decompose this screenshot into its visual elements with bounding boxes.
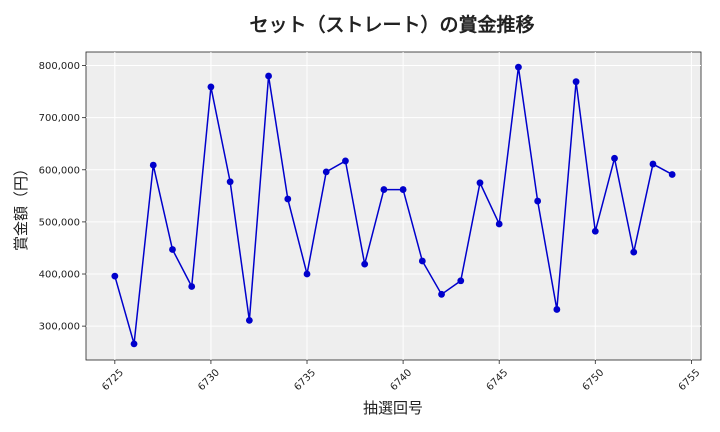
data-point	[265, 72, 272, 80]
data-point	[303, 270, 311, 278]
y-axis-label: 賞金額（円）	[12, 161, 30, 251]
data-point	[438, 290, 445, 298]
data-point	[130, 340, 138, 348]
data-point	[149, 161, 157, 169]
x-axis-ticks: 6725 6730 6735 6740 6745 6750 6755	[100, 360, 703, 393]
data-point	[611, 154, 618, 162]
y-tick-label: 600,000	[39, 165, 80, 176]
chart-title: セット（ストレート）の賞金推移	[249, 13, 534, 36]
data-point	[188, 283, 196, 290]
x-tick-label: 6730	[196, 367, 222, 393]
data-point	[284, 195, 292, 203]
y-tick-label: 300,000	[39, 322, 80, 333]
data-point	[630, 248, 638, 256]
plot-area	[85, 51, 702, 361]
y-tick-label: 500,000	[39, 217, 80, 228]
x-tick-label: 6740	[388, 367, 414, 393]
data-point	[342, 157, 349, 165]
data-point	[169, 246, 176, 253]
data-point	[207, 83, 215, 91]
y-axis-ticks: 300,000 400,000 500,000 600,000 700,000 800,0…	[39, 61, 86, 333]
data-point	[418, 257, 426, 265]
grid-lines	[86, 52, 701, 360]
y-tick-label: 700,000	[39, 113, 80, 124]
x-tick-label: 6745	[485, 367, 511, 393]
data-point	[226, 178, 234, 186]
data-point	[572, 78, 580, 86]
series-line	[114, 67, 673, 345]
y-tick-label: 400,000	[39, 270, 80, 281]
data-point	[361, 260, 369, 268]
series-group	[111, 63, 676, 348]
data-point	[495, 220, 503, 228]
data-point	[553, 306, 561, 313]
data-point	[322, 168, 330, 176]
data-point	[591, 227, 599, 235]
data-point	[476, 179, 484, 187]
data-point	[111, 272, 119, 280]
x-tick-label: 6755	[677, 367, 703, 393]
x-tick-label: 6725	[100, 367, 126, 393]
data-point	[457, 277, 465, 285]
data-point	[515, 63, 522, 71]
y-tick-label: 800,000	[39, 61, 80, 72]
x-axis-label: 抽選回号	[363, 399, 423, 417]
data-point	[649, 160, 657, 168]
data-point	[534, 197, 542, 205]
x-tick-label: 6735	[292, 367, 318, 393]
data-point	[380, 186, 388, 193]
data-point	[245, 316, 253, 324]
x-tick-label: 6750	[581, 367, 607, 393]
data-point	[399, 186, 407, 193]
data-point	[668, 171, 676, 178]
